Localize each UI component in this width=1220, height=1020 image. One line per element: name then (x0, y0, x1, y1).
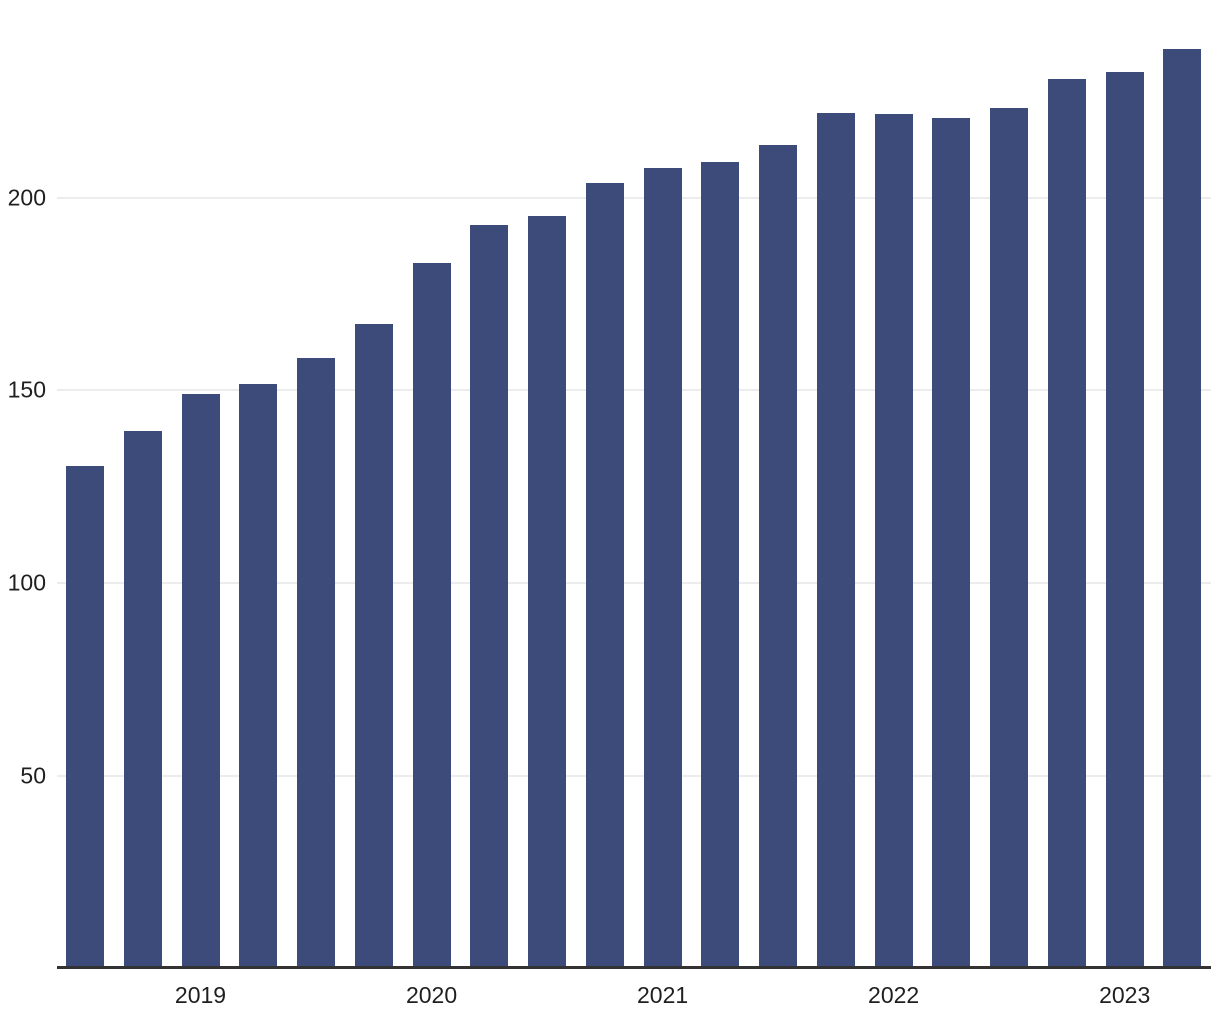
y-tick-label-150: 150 (7, 376, 46, 403)
gridline-50 (57, 774, 1211, 777)
x-tick-label-2022: 2022 (868, 982, 920, 1008)
bar-q3-2020 (528, 216, 567, 969)
x-axis-line (57, 966, 1211, 969)
gridline-200 (57, 196, 1211, 199)
y-tick-label-100: 100 (7, 569, 46, 596)
x-tick-label-2019: 2019 (174, 982, 227, 1008)
gridline-150 (57, 389, 1211, 392)
bar-q4-2020 (585, 183, 624, 969)
bar-q2-2020 (470, 224, 509, 969)
y-tick-label-50: 50 (20, 762, 46, 789)
bar-q1-2019 (181, 394, 220, 969)
bar-q2-2021 (701, 162, 740, 969)
bar-q2-2019 (239, 384, 278, 969)
bar-q3-2021 (759, 145, 798, 969)
bar-q1-2020 (412, 263, 451, 969)
bar-q1-2022 (874, 114, 913, 969)
bar-q4-2018 (123, 431, 162, 969)
bar-q2-2022 (932, 117, 971, 969)
bar-q1-2021 (643, 168, 682, 969)
bar-q4-2021 (816, 113, 855, 969)
bar-q2-2023 (1163, 49, 1202, 969)
bar-q3-2022 (990, 108, 1029, 969)
x-tick-label-2023: 2023 (1099, 982, 1151, 1008)
y-tick-label-200: 200 (7, 184, 46, 210)
bar-q3-2018 (66, 465, 104, 969)
x-tick-label-2021: 2021 (637, 982, 689, 1008)
bar-q4-2019 (354, 324, 393, 969)
bar-q1-2023 (1105, 72, 1144, 969)
bar-q4-2022 (1047, 79, 1086, 969)
gridline-100 (57, 582, 1211, 584)
bar-q3-2019 (297, 358, 336, 969)
x-tick-label-2020: 2020 (405, 982, 458, 1008)
